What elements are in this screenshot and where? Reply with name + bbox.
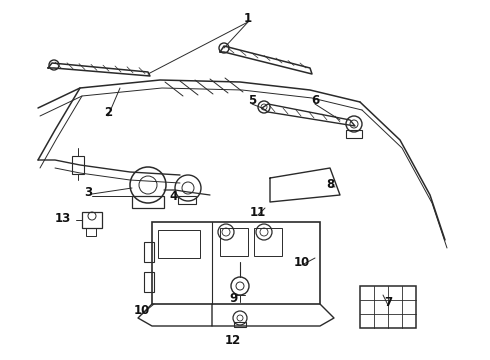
Text: 2: 2 [104,105,112,118]
Text: 11: 11 [250,206,266,219]
Bar [144,272,154,292]
Text: 7: 7 [384,296,392,309]
Bar [132,196,164,208]
Bar [82,212,102,228]
Text: 8: 8 [326,177,334,190]
Text: 4: 4 [170,189,178,202]
Bar [346,130,362,138]
Bar [220,228,248,256]
Text: 6: 6 [311,94,319,107]
Bar [178,196,196,204]
Text: 12: 12 [225,333,241,346]
Text: 5: 5 [248,94,256,107]
Text: 9: 9 [229,292,237,305]
Bar [254,228,282,256]
Bar [360,286,416,328]
Text: 1: 1 [244,12,252,24]
Text: 3: 3 [84,185,92,198]
Text: 13: 13 [55,211,71,225]
Bar [234,322,246,327]
Bar [144,242,154,262]
Bar [86,228,96,236]
Bar [72,156,84,174]
Text: 10: 10 [134,303,150,316]
Text: 10: 10 [294,256,310,269]
Bar [158,230,200,258]
Bar [152,222,320,304]
